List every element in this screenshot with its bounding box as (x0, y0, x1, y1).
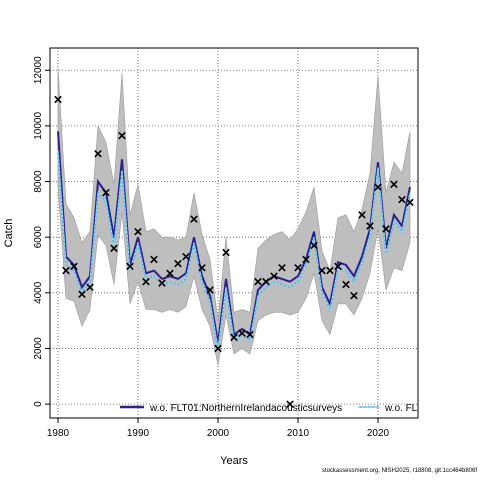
observed-point (118, 131, 126, 140)
y-tick-label: 10000 (33, 112, 44, 140)
x-tick-label: 1990 (127, 428, 150, 439)
observed-point (86, 283, 94, 292)
observed-point (318, 266, 326, 275)
observed-point (326, 266, 334, 275)
observed-point (406, 198, 414, 207)
observed-point (222, 248, 230, 257)
observed-point (70, 262, 78, 271)
observed-point (198, 264, 206, 272)
y-tick-label: 0 (33, 401, 44, 407)
observed-point (174, 259, 182, 268)
observed-point (78, 290, 86, 298)
y-tick-label: 8000 (33, 170, 44, 193)
x-tick-label: 1980 (47, 428, 70, 439)
observed-point (366, 222, 374, 230)
observed-point (110, 244, 118, 253)
observed-point (126, 262, 134, 271)
observed-point (238, 329, 246, 337)
observed-point (94, 149, 102, 158)
observed-point (62, 266, 70, 275)
observed-point (382, 225, 390, 233)
observed-point (278, 264, 286, 272)
y-tick-label: 2000 (33, 337, 44, 360)
y-tick-label: 6000 (33, 226, 44, 249)
x-tick-label: 2000 (207, 428, 230, 439)
x-axis: 1980 1990 2000 2010 2020 (47, 418, 390, 439)
observed-point (350, 291, 358, 300)
observed-point (342, 280, 350, 289)
observed-point (310, 241, 318, 250)
observed-point (390, 180, 398, 189)
x-tick-label: 2010 (287, 428, 310, 439)
y-tick-label: 12000 (33, 56, 44, 84)
observed-point (302, 255, 310, 264)
x-axis-label: Years (220, 455, 248, 467)
y-axis: 0 2000 4000 6000 8000 10000 12000 (33, 56, 50, 407)
observed-point (254, 277, 262, 286)
observed-point (270, 272, 278, 280)
observed-point (182, 252, 190, 261)
footer-credit: stockassessment.org, NISH2025, r18808, g… (321, 468, 477, 474)
observed-point (158, 279, 166, 287)
series-lines (57, 131, 411, 349)
series-line-main (57, 131, 411, 344)
y-tick-label: 4000 (33, 281, 44, 304)
series-line-alt-dash (57, 150, 411, 349)
observed-markers (54, 95, 414, 408)
observed-point (166, 269, 174, 278)
observed-point (398, 195, 406, 204)
legend-label-main: w.o. FLT01:NorthernIrelandacousticsurvey… (149, 403, 342, 414)
observed-point (334, 262, 342, 271)
legend-label-alt: w.o. FL (384, 403, 418, 414)
observed-point (134, 227, 142, 236)
observed-point (246, 330, 254, 339)
observed-point (358, 211, 366, 219)
legend: w.o. FLT01:NorthernIrelandacousticsurvey… (120, 403, 418, 414)
observed-point (262, 277, 270, 286)
plot-frame (49, 47, 419, 419)
observed-point (230, 333, 238, 342)
observed-point (190, 215, 198, 223)
observed-point (54, 95, 62, 104)
x-tick-label: 2020 (367, 428, 390, 439)
observed-point (102, 188, 110, 197)
observed-point (374, 183, 382, 191)
observed-point (206, 286, 214, 294)
y-axis-label: Catch (3, 219, 15, 248)
observed-point (142, 277, 150, 286)
observed-point (150, 255, 158, 264)
observed-point (294, 264, 302, 272)
observed-point (214, 344, 222, 353)
observed-point (286, 400, 294, 408)
